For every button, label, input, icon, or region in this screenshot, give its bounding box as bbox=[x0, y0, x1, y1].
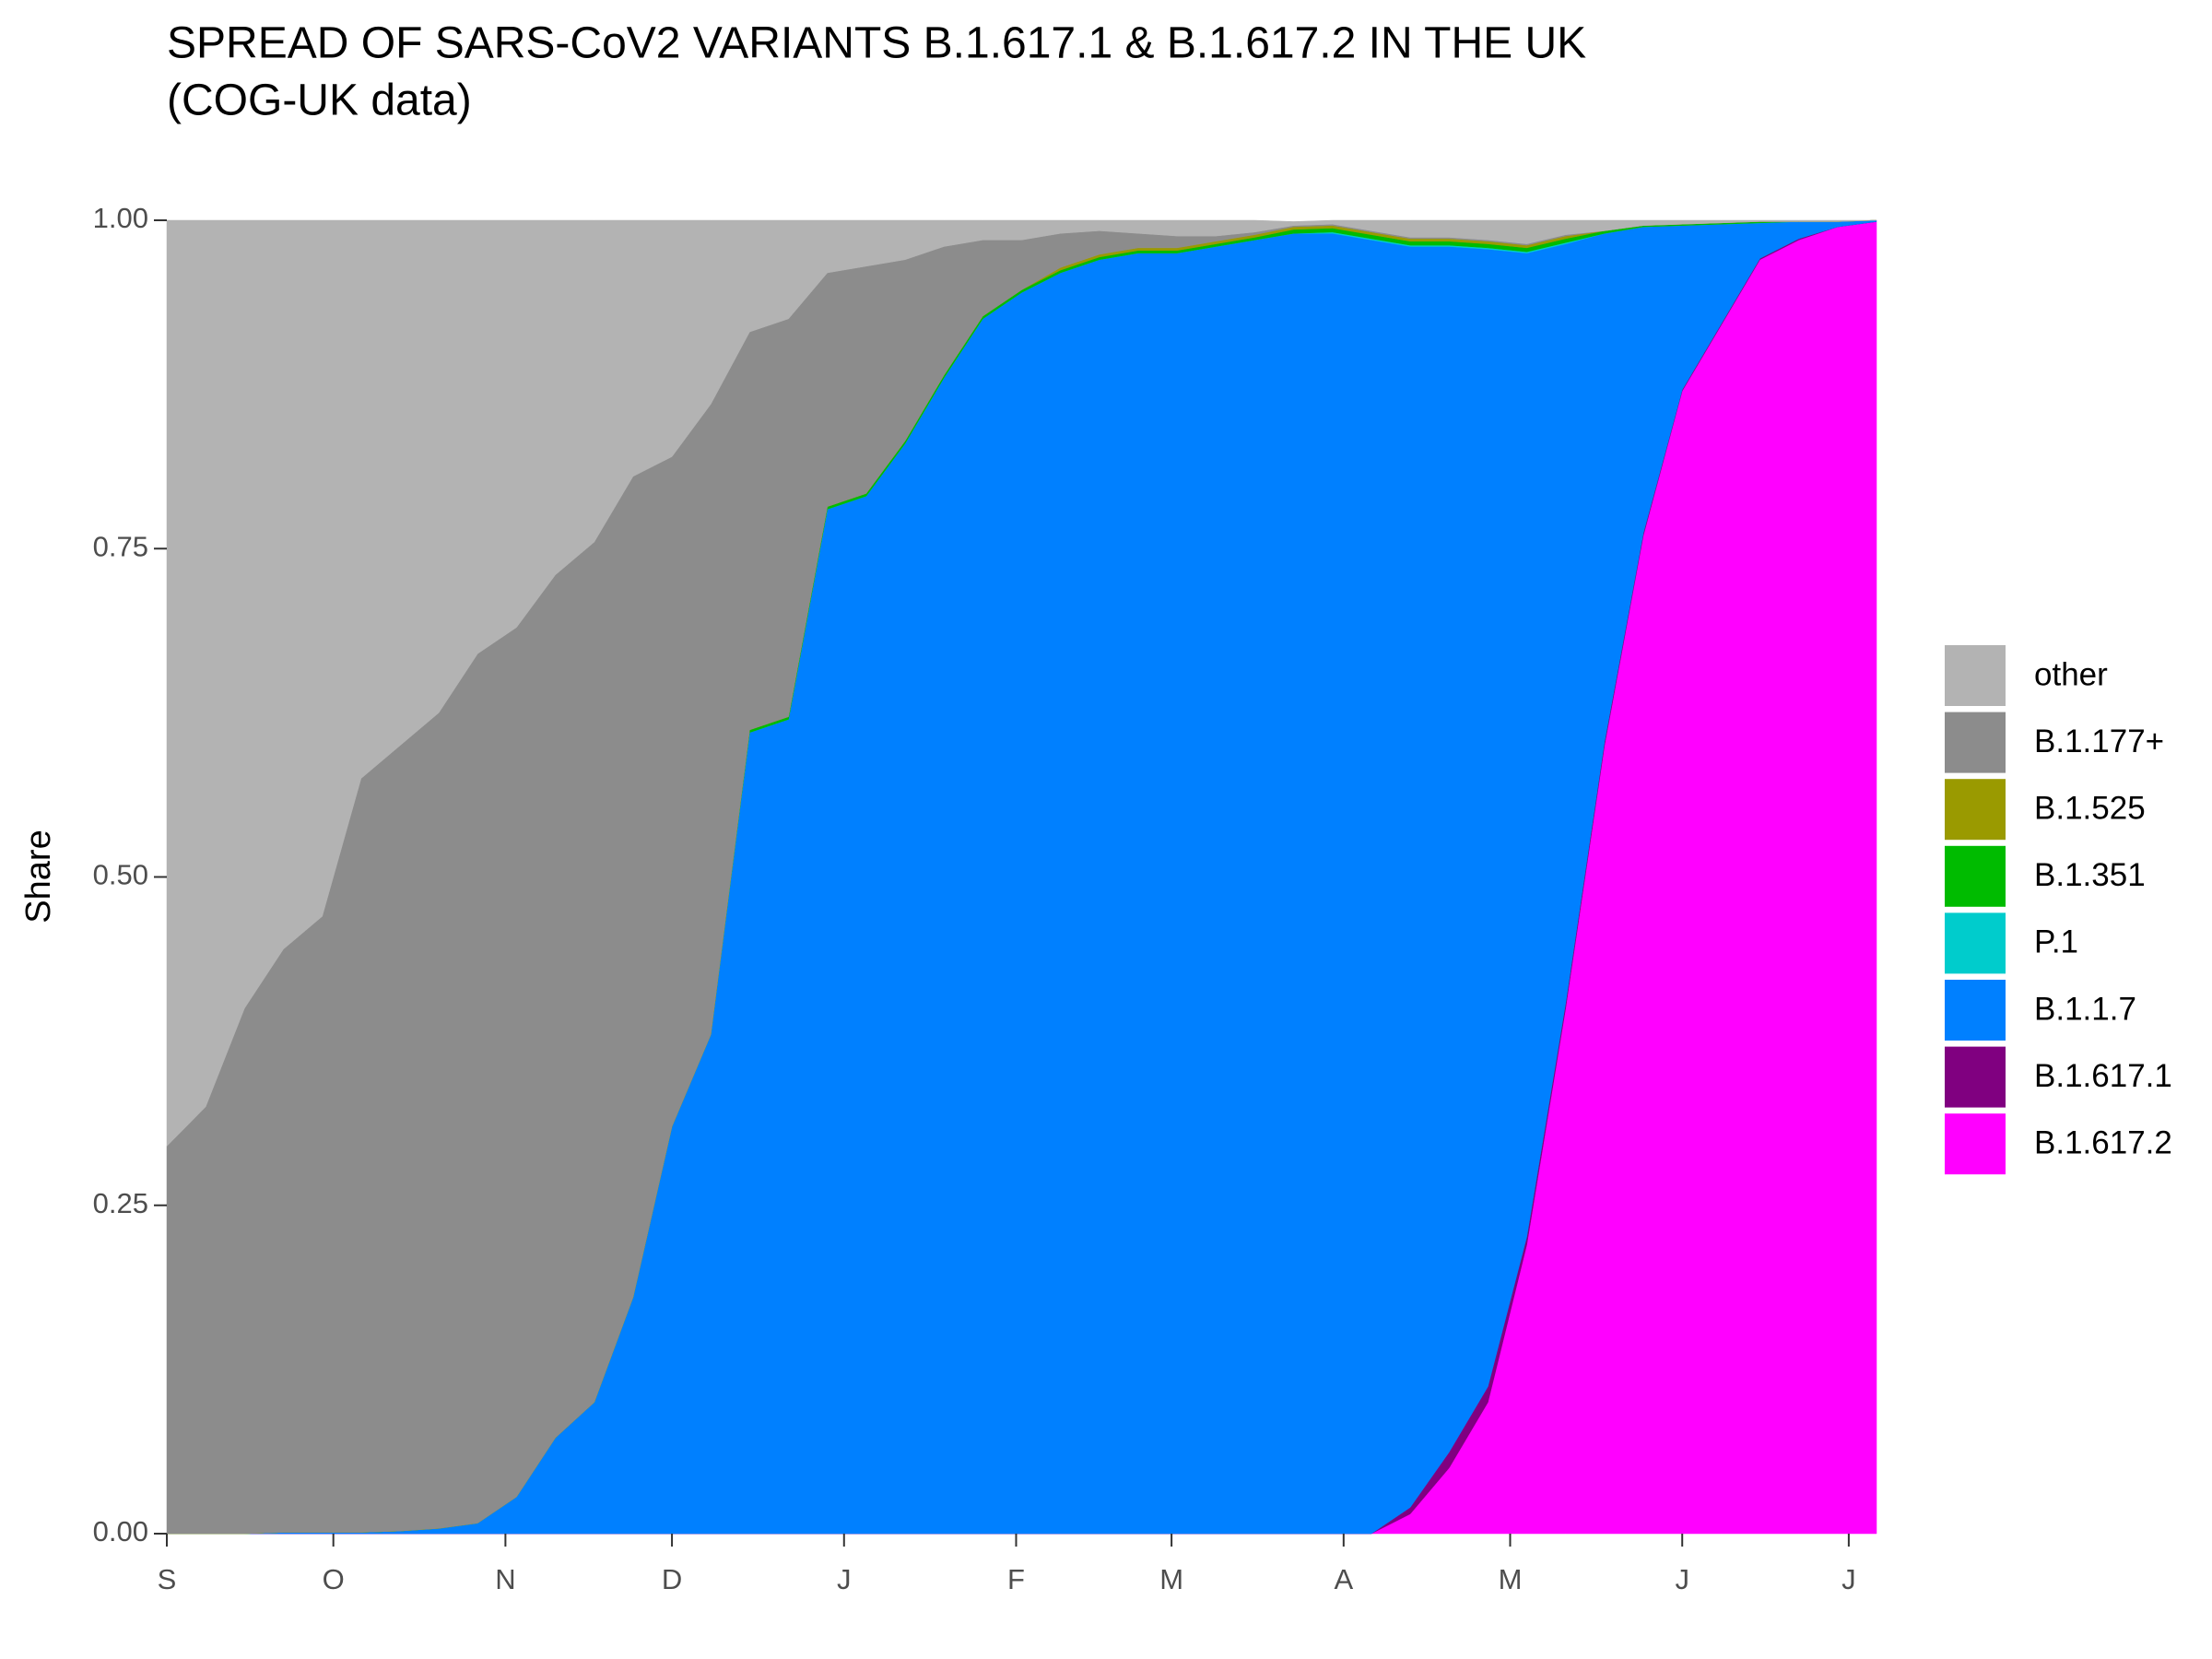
x-tick-label: F bbox=[1007, 1563, 1025, 1595]
x-tick-label: A bbox=[1334, 1563, 1353, 1595]
x-tick-label: J bbox=[1841, 1563, 1856, 1595]
x-tick-label: M bbox=[1159, 1563, 1183, 1595]
legend-key bbox=[1945, 912, 2006, 974]
x-tick-label: S bbox=[158, 1563, 177, 1595]
y-axis-label: Share bbox=[19, 830, 58, 923]
x-tick-label: M bbox=[1499, 1563, 1523, 1595]
legend-label: other bbox=[2034, 656, 2108, 692]
legend-label: B.1.177+ bbox=[2034, 724, 2164, 759]
legend-key bbox=[1945, 779, 2006, 841]
y-tick-label: 1.00 bbox=[93, 202, 148, 234]
legend-label: B.1.1.7 bbox=[2034, 991, 2136, 1027]
y-tick-label: 0.50 bbox=[93, 859, 148, 891]
chart-title: SPREAD OF SARS-CoV2 VARIANTS B.1.617.1 &… bbox=[167, 19, 1586, 68]
legend-label: B.1.525 bbox=[2034, 790, 2146, 826]
legend-key bbox=[1945, 645, 2006, 706]
area bbox=[166, 219, 1877, 1147]
x-tick-label: D bbox=[662, 1563, 682, 1595]
x-tick-label: J bbox=[1675, 1563, 1689, 1595]
legend-key bbox=[1945, 845, 2006, 907]
legend-label: P.1 bbox=[2034, 924, 2078, 960]
y-tick-label: 0.25 bbox=[93, 1187, 148, 1219]
chart-title: (COG-UK data) bbox=[167, 76, 472, 125]
legend-key bbox=[1945, 712, 2006, 773]
plot-area bbox=[166, 219, 1877, 1535]
legend-label: B.1.617.1 bbox=[2034, 1058, 2172, 1094]
x-tick-label: J bbox=[837, 1563, 852, 1595]
legend-key bbox=[1945, 980, 2006, 1041]
legend-label: B.1.351 bbox=[2034, 857, 2146, 893]
x-tick-label: O bbox=[323, 1563, 345, 1595]
x-tick-label: N bbox=[495, 1563, 515, 1595]
y-tick-label: 0.75 bbox=[93, 530, 148, 562]
legend-key bbox=[1945, 1113, 2006, 1175]
y-tick-label: 0.00 bbox=[93, 1515, 148, 1547]
legend-label: B.1.617.2 bbox=[2034, 1124, 2172, 1160]
legend-key bbox=[1945, 1046, 2006, 1108]
